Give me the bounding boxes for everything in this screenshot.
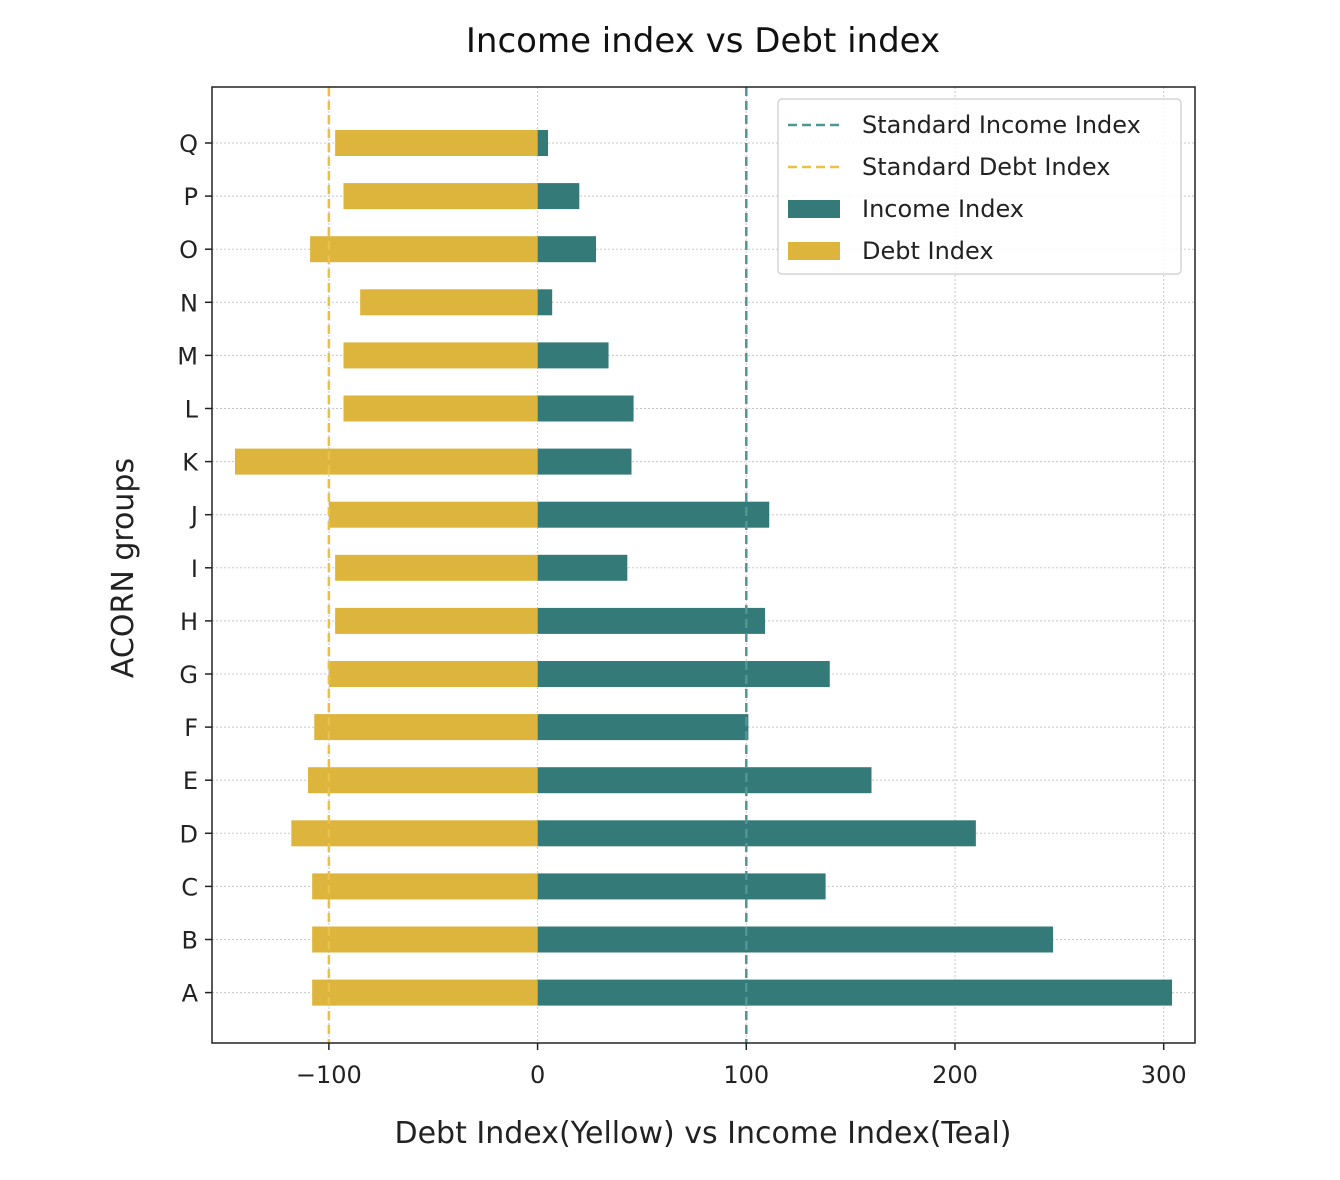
- y-tick-label: D: [180, 820, 198, 848]
- debt-index-bar-n: [360, 289, 538, 316]
- legend-box: [777, 98, 1182, 275]
- debt-index-bar-c: [312, 873, 538, 900]
- debt-index-bar-j: [328, 501, 538, 528]
- legend-label-income-index: Income Index: [862, 195, 1024, 223]
- x-tick-label: 0: [530, 1061, 545, 1089]
- income-index-bar-o: [537, 236, 597, 263]
- y-tick-label: A: [182, 980, 199, 1008]
- debt-index-bar-a: [312, 979, 538, 1006]
- legend-label-standard-debt-index: Standard Debt Index: [862, 153, 1110, 181]
- y-tick-label: H: [180, 608, 198, 636]
- income-index-bar-b: [537, 926, 1054, 953]
- debt-index-bar-f: [314, 714, 538, 741]
- income-index-bar-i: [537, 554, 628, 581]
- income-index-bar-q: [537, 130, 549, 156]
- reference-lines: [327, 87, 748, 1043]
- debt-index-bar-q: [335, 130, 538, 156]
- y-axis-label: ACORN groups: [106, 458, 141, 678]
- income-index-bar-k: [537, 448, 632, 475]
- x-tick-label: 300: [1141, 1061, 1187, 1089]
- y-tick-label: K: [182, 449, 199, 477]
- debt-index-bar-b: [312, 926, 538, 953]
- debt-index-bar-o: [310, 236, 538, 263]
- y-tick-label: Q: [179, 130, 198, 158]
- x-tick-label: 200: [932, 1061, 978, 1089]
- income-index-bar-d: [537, 820, 976, 847]
- debt-index-bar-k: [234, 448, 538, 475]
- income-index-bar-c: [537, 873, 826, 900]
- y-tick-label: O: [179, 236, 198, 264]
- income-index-bar-n: [537, 289, 553, 316]
- y-tick-label: C: [181, 873, 198, 901]
- income-index-bar-p: [537, 183, 580, 210]
- y-tick-label: L: [185, 396, 199, 424]
- y-tick-label: B: [182, 927, 198, 955]
- y-tick-label: G: [179, 661, 198, 689]
- income-index-bar-f: [537, 714, 749, 741]
- x-tick-label: −100: [296, 1061, 362, 1089]
- y-tick-label: E: [183, 767, 198, 795]
- debt-index-bar-m: [343, 342, 538, 369]
- income-index-bar-h: [537, 607, 766, 634]
- legend: Standard Income Index Standard Debt Index…: [777, 98, 1182, 275]
- debt-index-bar-i: [335, 554, 538, 581]
- chart-title: Income index vs Debt index: [466, 21, 940, 61]
- legend-label-standard-income-index: Standard Income Index: [862, 111, 1141, 139]
- x-tick-label: 100: [723, 1061, 769, 1089]
- y-tick-label: J: [189, 502, 198, 530]
- x-axis-label: Debt Index(Yellow) vs Income Index(Teal): [394, 1116, 1011, 1151]
- income-index-bar-a: [537, 979, 1173, 1006]
- y-tick-label: F: [184, 714, 198, 742]
- income-index-bar-g: [537, 661, 830, 687]
- debt-index-bar-g: [328, 661, 538, 687]
- bars: [234, 130, 1173, 1006]
- legend-label-debt-index: Debt Index: [862, 237, 994, 265]
- debt-index-bar-h: [335, 607, 538, 634]
- y-tick-label: P: [184, 183, 198, 211]
- y-tick-label: N: [180, 289, 198, 317]
- income-index-bar-l: [537, 395, 634, 422]
- legend-swatch-income-index: [788, 200, 840, 218]
- income-index-bar-j: [537, 501, 770, 528]
- debt-index-bar-p: [343, 183, 538, 210]
- legend-swatch-debt-index: [788, 242, 840, 260]
- debt-index-bar-e: [308, 767, 538, 794]
- debt-index-bar-d: [291, 820, 538, 847]
- debt-index-bar-l: [343, 395, 538, 422]
- y-tick-label: I: [191, 555, 198, 583]
- plot-frame: [211, 86, 1196, 1044]
- y-tick-label: M: [177, 342, 198, 370]
- income-index-bar-e: [537, 767, 872, 794]
- income-index-bar-m: [537, 342, 609, 369]
